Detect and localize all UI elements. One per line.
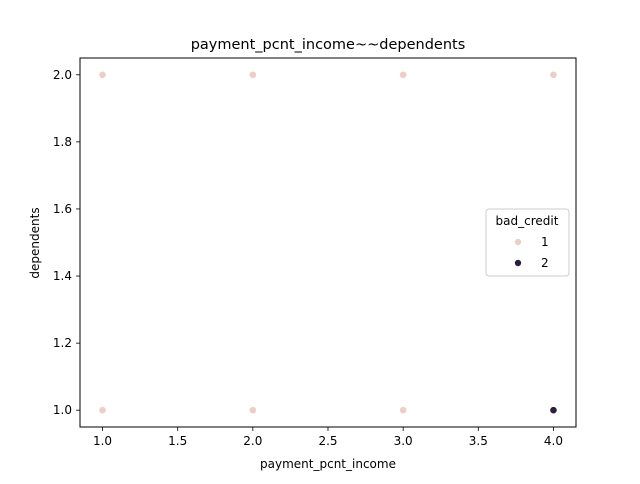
legend-title: bad_credit [496,214,559,228]
y-tick-label: 2.0 [53,68,72,82]
scatter-point-bad-credit-1 [98,406,107,415]
chart-title: payment_pcnt_income~~dependents [191,37,466,53]
x-axis-label: payment_pcnt_income [260,457,396,471]
legend-label-2: 2 [541,256,549,270]
x-tick-label: 1.0 [93,434,112,448]
y-tick-label: 1.2 [53,336,72,350]
scatter-point-bad-credit-1 [399,70,408,79]
x-tick-label: 3.5 [469,434,488,448]
y-tick-label: 1.8 [53,135,72,149]
scatter-point-bad-credit-1 [98,70,107,79]
data-points [98,70,558,415]
y-tick-label: 1.4 [53,269,72,283]
x-tick-label: 1.5 [168,434,187,448]
legend-marker-1 [514,238,522,246]
scatter-point-bad-credit-2 [549,406,558,415]
y-axis: 1.0 1.2 1.4 1.6 1.8 2.0 [53,68,80,417]
legend-marker-2 [514,259,522,267]
scatter-point-bad-credit-1 [248,406,257,415]
scatter-point-bad-credit-1 [549,70,558,79]
legend: bad_credit 1 2 [485,208,570,277]
x-tick-label: 2.0 [243,434,262,448]
scatter-point-bad-credit-1 [399,406,408,415]
scatter-point-bad-credit-1 [248,70,257,79]
x-tick-label: 3.0 [394,434,413,448]
legend-box [485,208,570,277]
y-tick-label: 1.0 [53,403,72,417]
y-tick-label: 1.6 [53,202,72,216]
y-axis-label: dependents [28,207,42,278]
x-tick-label: 4.0 [544,434,563,448]
x-tick-label: 2.5 [318,434,337,448]
legend-label-1: 1 [541,235,549,249]
x-axis: 1.0 1.5 2.0 2.5 3.0 3.5 4.0 [93,427,563,448]
